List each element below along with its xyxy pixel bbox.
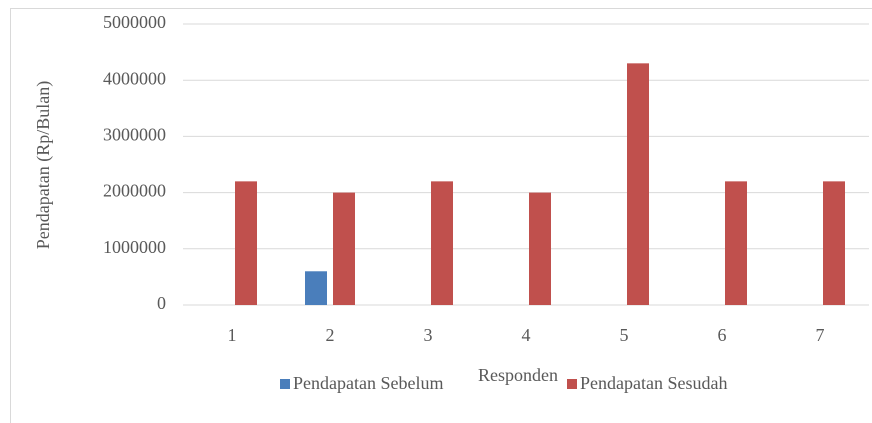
bar [725, 181, 747, 305]
bar [235, 181, 257, 305]
x-tick-label: 5 [620, 325, 629, 345]
legend-swatch [280, 379, 290, 389]
bar [823, 181, 845, 305]
bar [305, 271, 327, 305]
bar [529, 192, 551, 305]
x-tick-label: 6 [718, 325, 727, 345]
legend-swatch [567, 379, 577, 389]
y-tick-label: 2000000 [103, 181, 166, 201]
y-tick-label: 4000000 [103, 68, 166, 88]
bar [333, 192, 355, 305]
legend-label: Pendapatan Sebelum [293, 373, 443, 393]
x-tick-label: 3 [424, 325, 433, 345]
x-tick-label: 1 [228, 325, 237, 345]
x-axis-title: Responden [478, 365, 558, 385]
x-tick-label: 2 [326, 325, 335, 345]
y-tick-label: 3000000 [103, 125, 166, 145]
y-tick-label: 1000000 [103, 237, 166, 257]
x-tick-label: 7 [816, 325, 825, 345]
bar [627, 63, 649, 306]
y-tick-label: 5000000 [103, 12, 166, 32]
legend-label: Pendapatan Sesudah [580, 373, 727, 393]
bar [431, 181, 453, 305]
y-tick-label: 0 [157, 293, 166, 313]
x-tick-label: 4 [522, 325, 531, 345]
y-axis-title: Pendapatan (Rp/Bulan) [33, 81, 54, 249]
